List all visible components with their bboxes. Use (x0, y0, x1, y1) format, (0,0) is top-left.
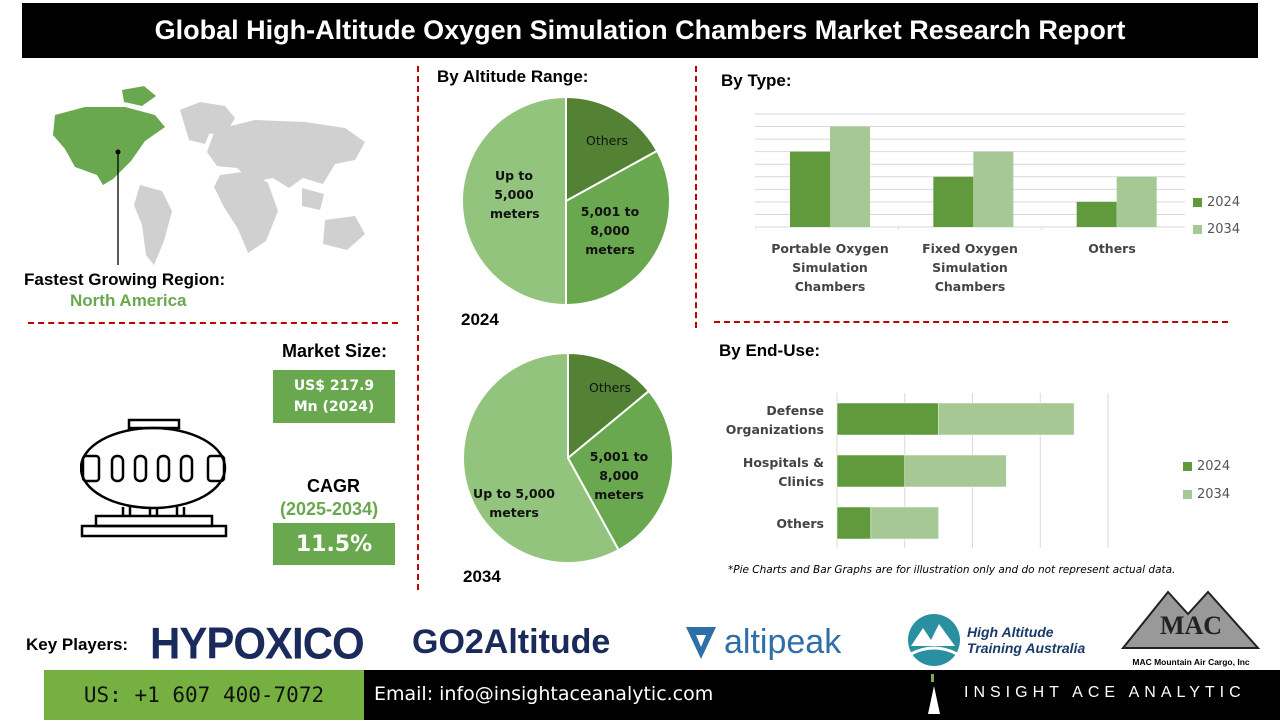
legend-swatch (1193, 225, 1202, 234)
region-value: North America (70, 291, 187, 310)
enduse-category-label: Others (776, 516, 824, 531)
legend-swatch (1193, 198, 1202, 207)
bar-2024 (836, 402, 939, 436)
altitude-pie-2034 (462, 351, 674, 564)
legend-2024: 2024 (1193, 195, 1240, 210)
pie-label-up-to-5000: Up to 5,000 meters (490, 168, 540, 221)
pie-slice (462, 351, 620, 564)
bar-2034 (973, 151, 1014, 227)
pie-label-up-to-5000: Up to 5,000 meters (473, 486, 555, 520)
legend-label: 2024 (1207, 195, 1241, 210)
pie-caption-2024: 2024 (461, 310, 499, 329)
altitude-chart-title: By Altitude Range: (437, 67, 589, 86)
type-category-label: Portable Oxygen Simulation Chambers (771, 241, 889, 294)
illustration-note: *Pie Charts and Bar Graphs are for illus… (728, 564, 1176, 576)
bar-2024 (836, 506, 872, 540)
report-title: Global High-Altitude Oxygen Simulation C… (22, 3, 1258, 58)
insight-ace-logo-icon (926, 674, 942, 716)
footer-phone: US: +1 607 400-7072 (44, 670, 364, 720)
oxygen-chamber-icon (80, 418, 228, 538)
type-bar-chart (755, 113, 1185, 230)
legend-2034: 2034 (1183, 487, 1230, 502)
logo-text: High Altitude Training Australia (967, 624, 1086, 656)
bar-2024 (933, 176, 974, 227)
altitude-pie-2024 (461, 95, 671, 307)
bar-2024 (790, 151, 830, 227)
pie-slice (565, 149, 671, 307)
logo-hypoxico: HYPOXICO (150, 618, 365, 669)
enduse-chart-title: By End-Use: (719, 341, 821, 360)
legend-label: 2024 (1197, 459, 1231, 474)
legend-swatch (1183, 462, 1192, 471)
pie-slice (566, 389, 674, 552)
type-category-label: Others (1088, 241, 1136, 256)
pie-label-others: Others (586, 133, 629, 148)
logo-text: MAC Mountain Air Cargo, Inc (1132, 657, 1250, 667)
legend-2034: 2034 (1193, 222, 1240, 237)
enduse-bar-chart (836, 393, 1109, 548)
cagr-label: CAGR (307, 476, 360, 496)
world-map-icon (53, 86, 365, 265)
bar-2034 (870, 506, 939, 540)
bar-2034 (1116, 176, 1157, 227)
footer-bar: Email: info@insightaceanalytic.com INSIG… (364, 670, 1280, 720)
divider-horizontal (714, 321, 1228, 323)
market-size-line1: US$ 217.9 (293, 377, 375, 394)
footer-email: Email: info@insightaceanalytic.com (374, 683, 714, 705)
pie-label-5001-8000: 5,001 to 8,000 meters (580, 204, 640, 257)
legend-2024: 2024 (1183, 459, 1230, 474)
key-players-label: Key Players: (26, 635, 129, 654)
cagr-period: (2025-2034) (280, 499, 379, 519)
divider-vertical (417, 66, 419, 590)
market-size-label: Market Size: (282, 341, 388, 361)
pie-label-5001-8000: 5,001 to 8,000 meters (589, 449, 649, 502)
pie-slice (567, 351, 651, 461)
mountain-logo-icon: MAC (1120, 590, 1261, 649)
svg-text:MAC: MAC (1160, 611, 1222, 640)
legend-swatch (1183, 490, 1192, 499)
pie-caption-2034: 2034 (463, 567, 501, 586)
mountain-wave-icon (908, 614, 960, 666)
market-size-value: US$ 217.9 Mn (2024) (273, 370, 395, 423)
bar-2034 (938, 402, 1075, 436)
altipeak-mark-icon (686, 626, 716, 659)
enduse-category-label: Defense Organizations (725, 403, 824, 437)
market-size-line2: Mn (2024) (293, 398, 375, 415)
pie-slice (461, 95, 567, 307)
bar-2034 (830, 126, 870, 227)
enduse-category-label: Hospitals & Clinics (742, 455, 824, 489)
divider-vertical (695, 66, 697, 328)
logo-go2altitude: GO2Altitude (412, 623, 611, 661)
logo-altipeak: altipeak (684, 623, 841, 662)
bar-2024 (1076, 201, 1117, 227)
footer-brand: INSIGHT ACE ANALYTIC (964, 684, 1246, 701)
region-label: Fastest Growing Region: (24, 270, 226, 289)
logo-mac: MAC MAC Mountain Air Cargo, Inc (1118, 588, 1264, 667)
legend-label: 2034 (1197, 487, 1231, 502)
legend-label: 2034 (1207, 222, 1241, 237)
pie-slice (565, 95, 659, 203)
divider-horizontal (28, 322, 398, 324)
logo-high-altitude-training: High Altitude Training Australia (905, 612, 1087, 668)
bar-2034 (904, 454, 1007, 488)
bar-2024 (836, 454, 905, 488)
pie-label-others: Others (589, 380, 632, 395)
cagr-value: 11.5% (273, 523, 395, 565)
type-chart-title: By Type: (721, 71, 792, 90)
type-category-label: Fixed Oxygen Simulation Chambers (922, 241, 1018, 294)
logo-text: altipeak (724, 623, 842, 661)
